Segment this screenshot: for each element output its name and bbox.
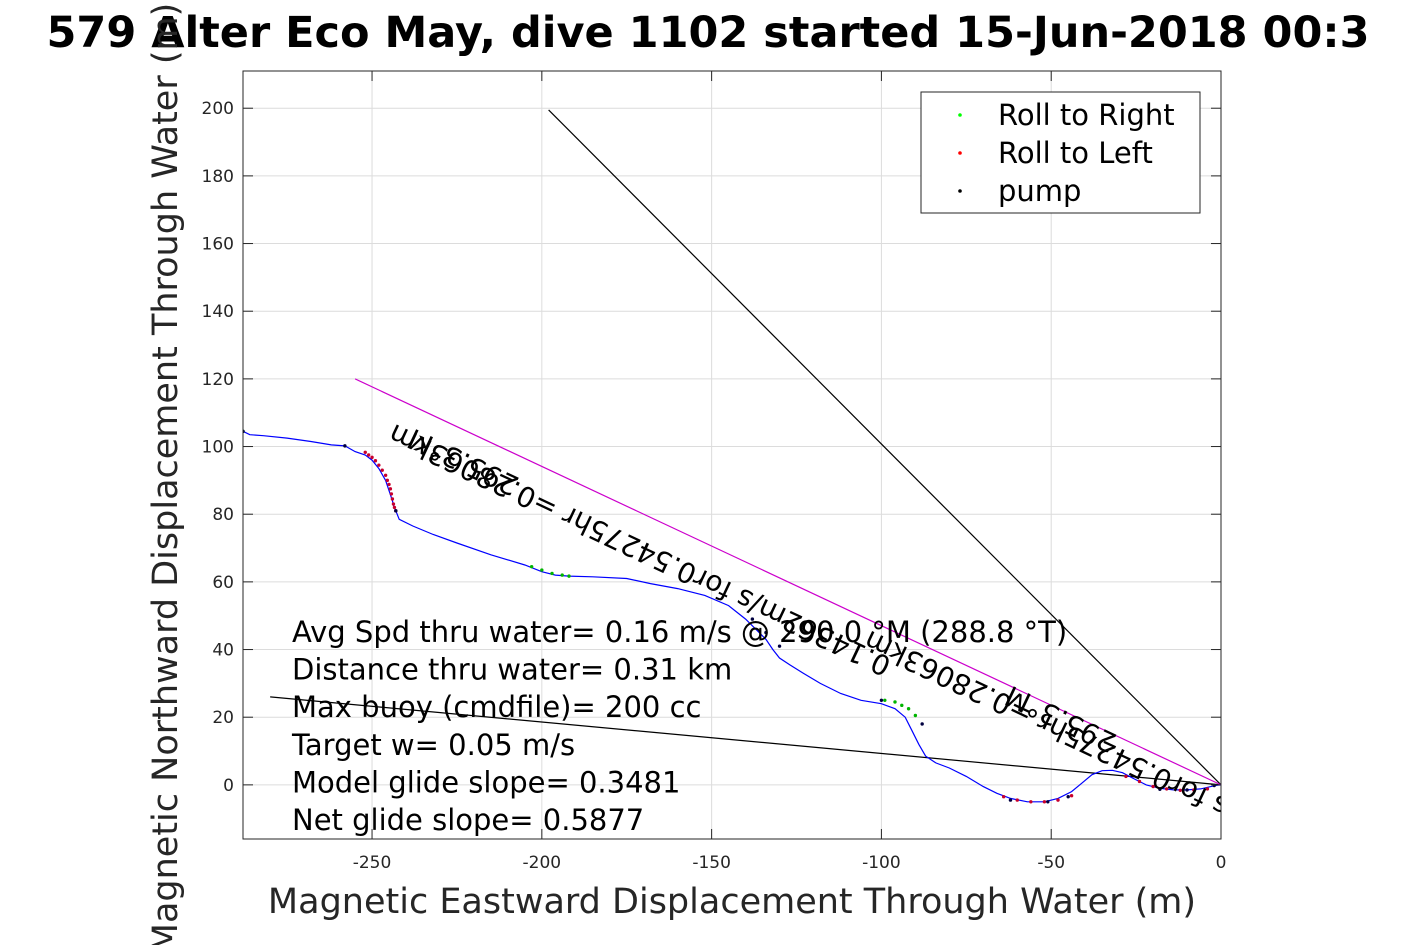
legend-marker-pump [958,189,962,193]
roll-right-marker [540,568,544,572]
roll-left-marker [1001,795,1006,799]
y-axis-label: Magnetic Northward Displacement Through … [146,3,186,945]
reference-line [548,109,1221,786]
track-line [243,430,1221,803]
roll-left-marker [1056,798,1060,802]
legend-label-pump: pump [998,174,1081,208]
ticks: -250 -200 -150 -100 -50 0 0 20 40 60 80 100 120 140 16… [202,71,1227,873]
roll-right-marker [550,571,554,576]
legend-box [920,91,1201,214]
x-tick-label: -150 [692,853,731,873]
roll-left-marker [391,502,396,506]
roll-left-marker [389,492,394,496]
y-tick-label: 60 [212,573,234,593]
roll-left-marker [1069,793,1074,798]
roll-left-marker [387,482,391,487]
roll-left-marker [1042,800,1047,804]
legend-label-roll-left: Roll to Left [998,136,1153,170]
roll-right-marker [567,574,571,578]
pump-marker [1185,788,1189,792]
roll-left-marker [388,487,393,491]
roll-right-marker [913,713,918,718]
stats-text: Avg Spd thru water= 0.16 m/s @ 290.0 °M … [291,615,1067,837]
y-tick-label: 160 [202,235,234,255]
y-tick-label: 140 [202,302,234,322]
axes-box [242,70,1222,840]
roll-left-marker [363,450,367,454]
pump-marker [777,644,782,648]
roll-right-marker [893,700,897,704]
legend-marker-roll-left [958,151,962,155]
pump-marker [920,722,924,726]
pump-marker [1046,800,1050,804]
roll-left-marker [390,497,395,501]
roll-right-marker [560,573,564,577]
roll-right-marker [883,698,887,702]
stats-line: Avg Spd thru water= 0.16 m/s @ 290.0 °M … [292,615,1067,649]
reference-line [354,378,1221,786]
y-tick-label: 80 [212,505,234,525]
pump-marker [343,444,347,448]
stats-line: Max buoy (cmdfile)= 200 cc [292,690,701,724]
roll-left-marker [380,468,384,472]
y-tick-label: 20 [212,708,234,728]
roll-left-marker [1205,787,1210,791]
pump-marker [1066,795,1070,799]
markers [243,429,1216,804]
pump-marker [750,617,755,621]
roll-left-marker [385,478,390,483]
pump-marker [1158,787,1162,791]
pump-marker [394,509,398,513]
pump-marker [764,630,768,635]
roll-left-marker [1151,784,1155,789]
pump-marker [1008,798,1013,802]
roll-left-marker [377,463,381,467]
reference-line [270,696,1221,786]
roll-left-marker [373,459,378,463]
roll-right-marker [529,564,534,569]
roll-left-marker [1137,779,1142,784]
stats-line: Distance thru water= 0.31 km [292,653,732,687]
y-tick-label: 200 [202,99,234,119]
pump-marker [879,698,884,702]
stats-line: Target w= 0.05 m/s [291,728,575,762]
roll-left-marker [383,473,388,477]
roll-left-marker [370,455,374,460]
y-tick-label: 100 [202,438,234,458]
x-tick-label: -50 [1037,853,1065,873]
roll-left-marker [1124,774,1128,779]
x-tick-label: 0 [1216,853,1227,873]
y-tick-label: 180 [202,167,234,187]
legend: Roll to Right Roll to Left pump [920,91,1201,214]
roll-left-marker [1164,787,1169,791]
legend-marker-roll-right [958,113,962,117]
roll-left-marker [366,453,371,457]
track-series [243,430,1221,803]
roll-left-marker [1015,798,1019,802]
x-tick-label: -250 [353,853,392,873]
stats-line: Net glide slope= 0.5877 [292,803,644,837]
y-tick-label: 120 [202,370,234,390]
roll-left-marker [1192,788,1196,792]
x-tick-label: -100 [862,853,901,873]
x-axis-label: Magnetic Eastward Displacement Through W… [268,882,1196,922]
chart-title: 579 Alter Eco May, dive 1102 started 15-… [46,8,1369,58]
roll-left-marker [1178,788,1182,792]
y-tick-label: 0 [223,776,234,796]
roll-right-marker [900,703,904,708]
reference-lines [270,109,1221,786]
legend-label-roll-right: Roll to Right [998,98,1175,132]
stats-line: Model glide slope= 0.3481 [292,765,680,799]
roll-right-marker [906,707,911,711]
y-tick-label: 40 [212,641,234,661]
x-tick-label: -200 [523,853,562,873]
roll-left-marker [1029,800,1033,804]
roll-left-marker [392,505,397,510]
